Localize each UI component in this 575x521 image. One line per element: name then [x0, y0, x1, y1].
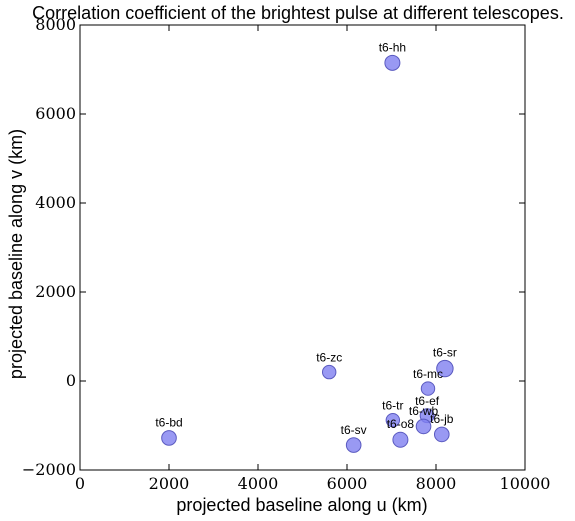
y-axis-label: projected baseline along v (km): [6, 129, 26, 379]
data-point-t6-zc: [321, 364, 337, 380]
x-tick-label: 10000: [500, 474, 551, 493]
point-label-t6-o8: t6-o8: [387, 417, 415, 431]
x-tick-label: 0: [75, 474, 85, 493]
data-point-t6-wb: [415, 418, 432, 435]
point-label-t6-ef: t6-ef: [415, 394, 440, 408]
y-tick-label: −2000: [22, 460, 76, 479]
x-tick-label: 2000: [149, 474, 190, 493]
data-point-t6-sv: [345, 437, 362, 453]
data-point-t6-bd: [161, 430, 177, 446]
data-point-t6-mc: [420, 381, 436, 396]
y-tick-label: 8000: [35, 15, 76, 34]
y-tick-label: 6000: [35, 104, 76, 123]
point-label-t6-mc: t6-mc: [413, 367, 443, 381]
x-tick-label: 8000: [416, 474, 457, 493]
plot-area-frame: [79, 24, 526, 471]
point-label-t6-sr: t6-sr: [433, 345, 457, 359]
axis-ticks: 0 2000 4000 6000 8000 10000−20000200040006000…: [22, 15, 551, 493]
data-points: [161, 54, 454, 453]
data-point-t6-hh: [384, 54, 401, 71]
point-label-t6-sv: t6-sv: [341, 423, 367, 437]
x-axis-label: projected baseline along u (km): [176, 495, 427, 515]
data-point-t6-tr: [385, 412, 401, 428]
data-point-t6-o8: [392, 431, 409, 448]
y-tick-label: 2000: [35, 282, 76, 301]
point-label-t6-wb: t6-wb: [409, 404, 439, 418]
point-label-t6-tr: t6-tr: [382, 398, 403, 412]
point-label-t6-hh: t6-hh: [379, 40, 406, 54]
point-label-t6-bd: t6-bd: [155, 416, 182, 430]
y-tick-label: 4000: [35, 193, 76, 212]
x-tick-label: 4000: [238, 474, 279, 493]
point-labels: t6-hh t6-zc t6-sr t6-mc t6-ef t6-tr t6-wbt6-jb…: [155, 40, 457, 436]
chart-title: Correlation coefficient of the brightest…: [32, 3, 564, 23]
point-label-t6-zc: t6-zc: [316, 350, 342, 364]
y-tick-label: 0: [66, 371, 76, 390]
point-label-t6-jb: t6-jb: [430, 412, 454, 426]
x-tick-label: 6000: [327, 474, 368, 493]
data-point-t6-jb: [433, 426, 450, 443]
data-point-t6-sr: [436, 359, 454, 378]
